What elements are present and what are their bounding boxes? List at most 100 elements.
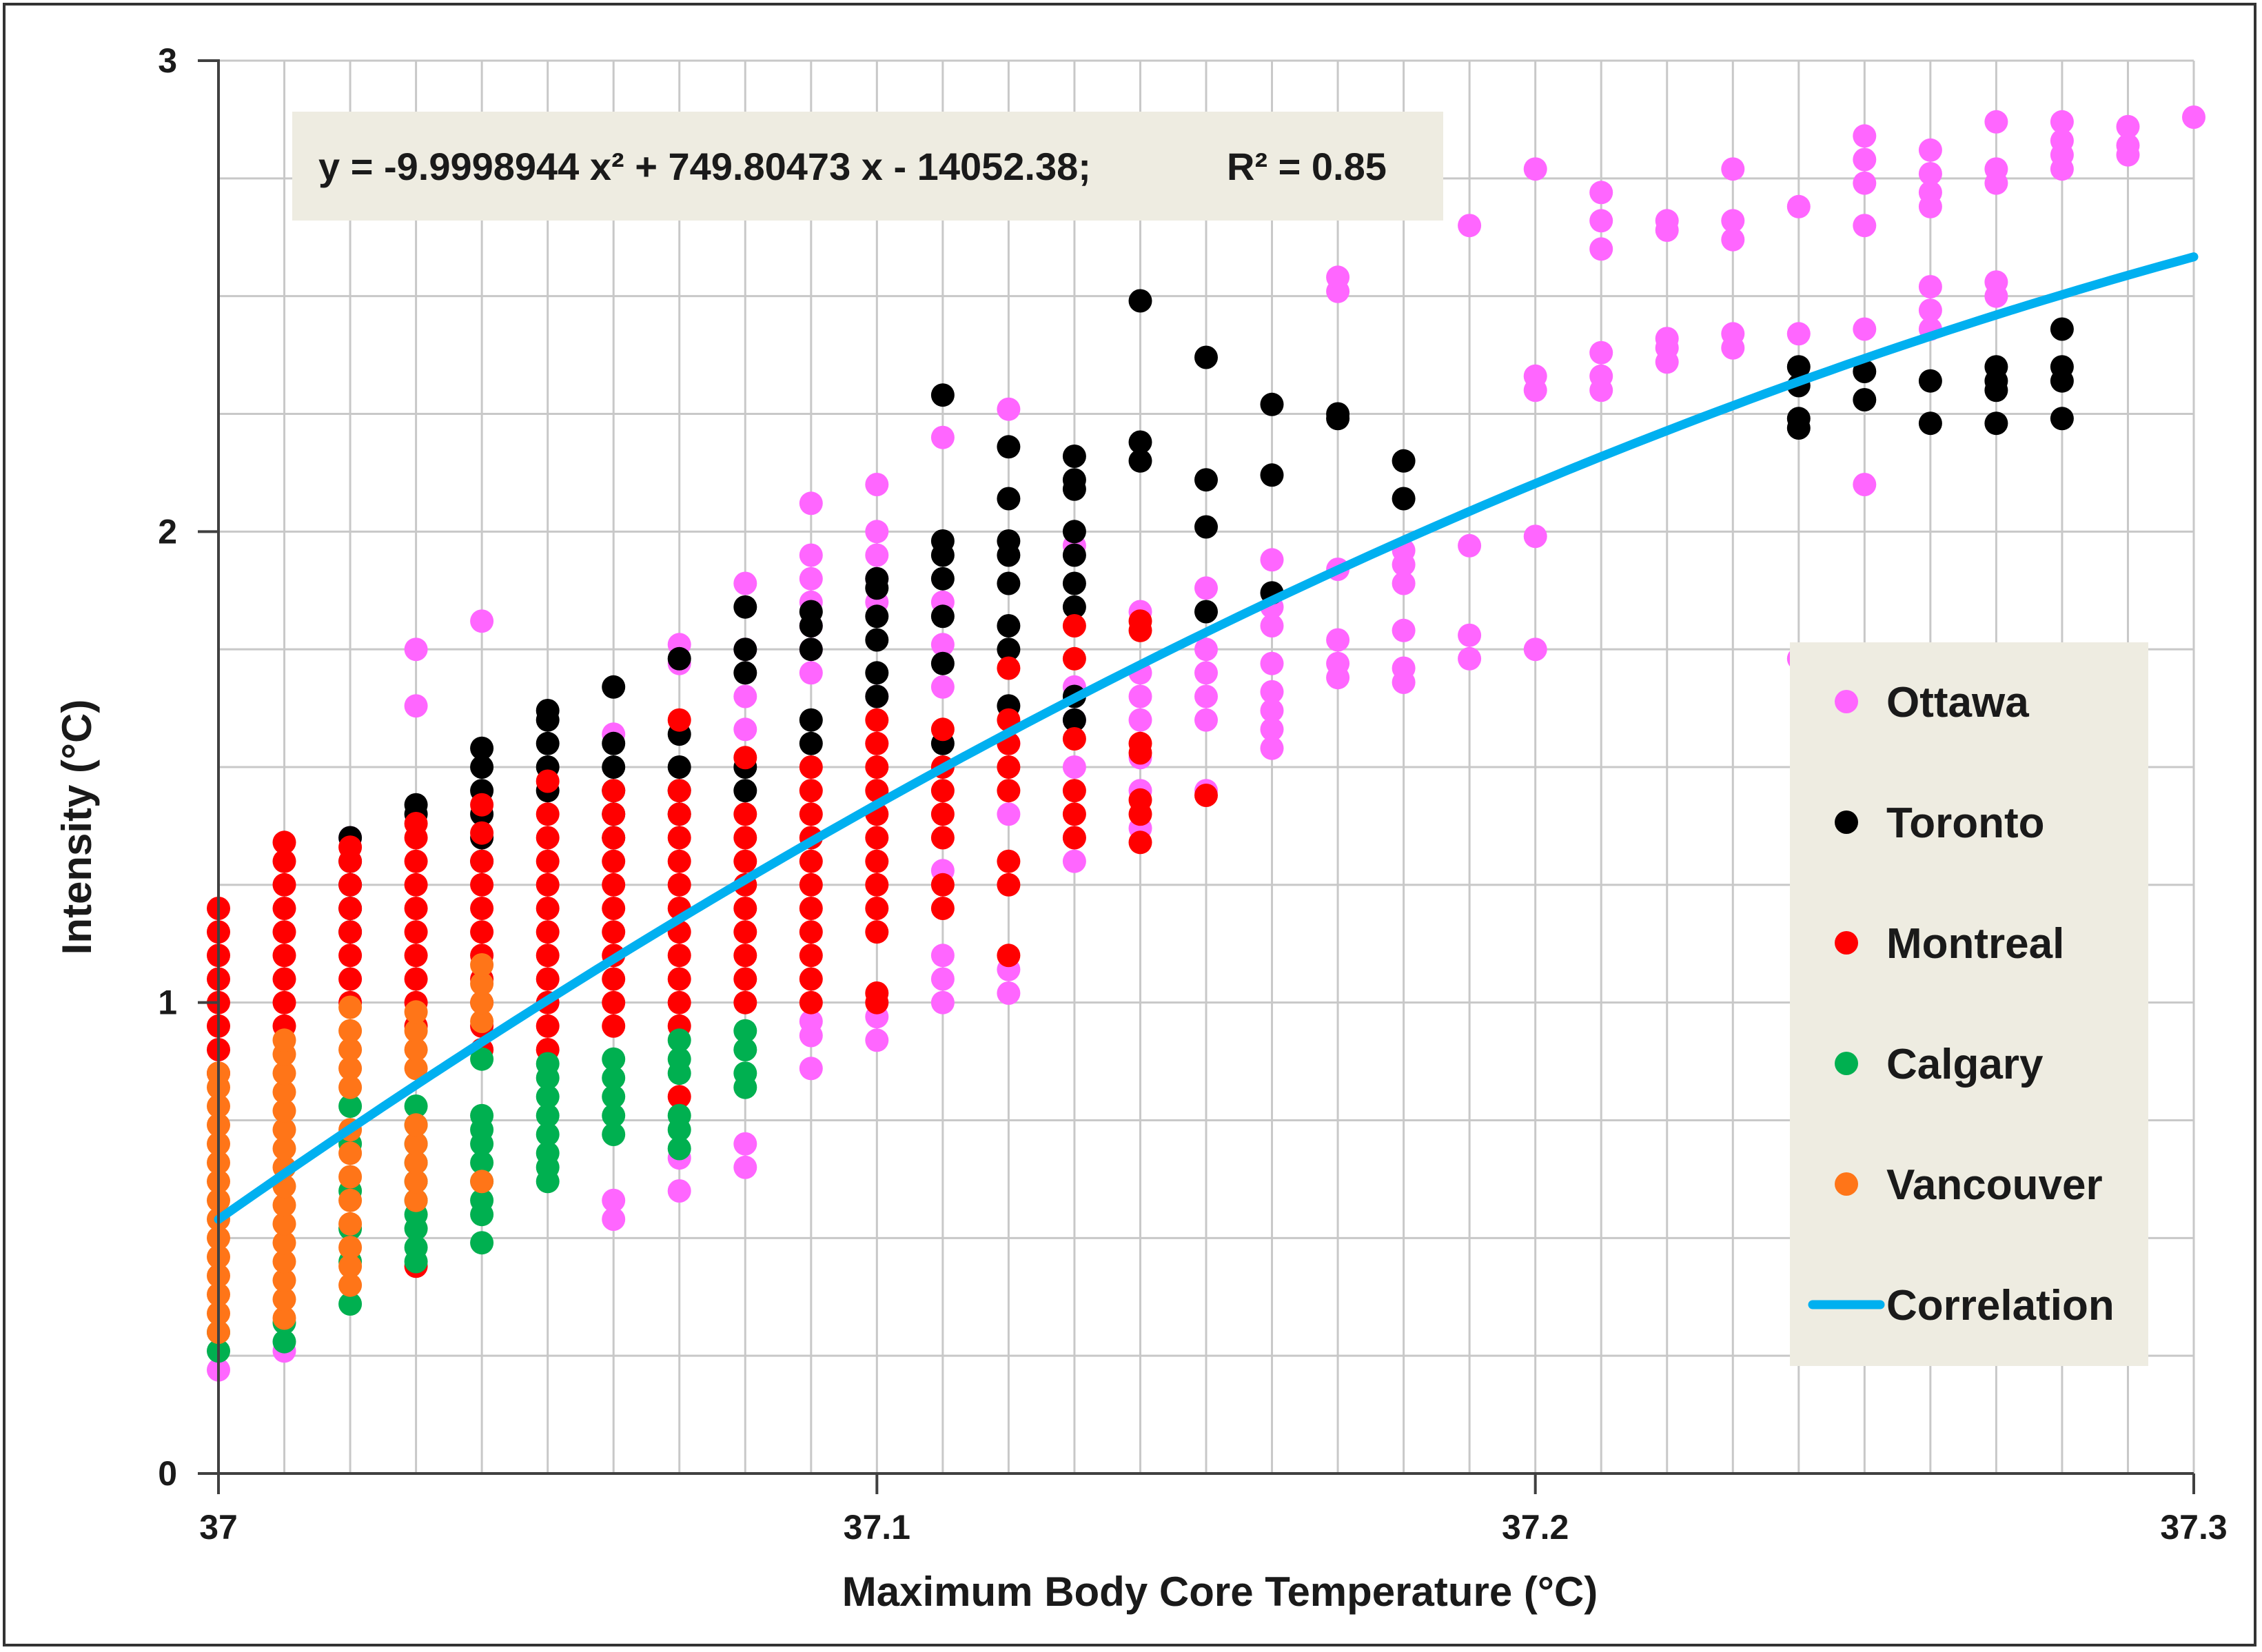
data-point-montreal: [470, 793, 494, 817]
tick-labels: 37 37.1 37.2 37.3 0 1 2 3: [158, 41, 2227, 1547]
data-point-vancouver: [272, 1099, 296, 1123]
data-point-ottawa: [2182, 105, 2205, 129]
legend-label-vancouver: Vancouver: [1886, 1161, 2103, 1209]
data-point-ottawa: [1194, 661, 1218, 685]
data-point-ottawa: [1260, 717, 1284, 742]
data-point-calgary: [536, 1141, 560, 1165]
data-point-montreal: [536, 849, 560, 873]
data-point-montreal: [536, 802, 560, 826]
data-point-montreal: [536, 769, 560, 793]
data-point-calgary: [470, 1047, 494, 1071]
data-point-montreal: [1128, 830, 1152, 855]
data-point-toronto: [930, 567, 955, 591]
data-point-toronto: [1984, 411, 2008, 436]
data-point-montreal: [536, 826, 560, 850]
data-point-montreal: [799, 967, 823, 991]
data-point-montreal: [338, 897, 363, 920]
data-point-vancouver: [470, 1010, 494, 1033]
data-point-montreal: [930, 802, 955, 826]
data-point-toronto: [865, 567, 889, 591]
data-point-vancouver: [470, 972, 494, 996]
data-point-montreal: [602, 826, 626, 850]
data-point-toronto: [930, 651, 955, 675]
data-point-ottawa: [1523, 638, 1547, 662]
data-point-vancouver: [272, 1193, 296, 1217]
data-point-montreal: [470, 920, 494, 944]
data-point-vancouver: [272, 1136, 296, 1161]
data-point-montreal: [733, 849, 757, 873]
data-point-toronto: [930, 383, 955, 407]
data-point-montreal: [536, 897, 560, 920]
data-point-montreal: [865, 897, 889, 920]
data-point-ottawa: [1984, 110, 2008, 134]
data-point-ottawa: [733, 571, 757, 595]
data-point-calgary: [536, 1123, 560, 1146]
equation-box: y = -9.9998944 x² + 749.80473 x - 14052.…: [292, 112, 1443, 221]
data-point-montreal: [404, 920, 428, 944]
data-point-toronto: [1128, 289, 1152, 313]
data-point-montreal: [733, 897, 757, 920]
data-point-toronto: [2050, 355, 2074, 379]
data-point-montreal: [338, 835, 363, 859]
data-point-ottawa: [1128, 684, 1152, 708]
data-point-montreal: [602, 990, 626, 1014]
data-point-ottawa: [1062, 755, 1086, 779]
data-point-montreal: [1128, 731, 1152, 755]
data-point-ottawa: [1326, 265, 1350, 289]
data-point-montreal: [404, 967, 428, 991]
data-point-toronto: [1260, 392, 1284, 416]
data-point-vancouver: [338, 1236, 363, 1259]
data-point-ottawa: [1128, 708, 1152, 732]
data-point-ottawa: [997, 802, 1021, 826]
data-point-vancouver: [272, 1268, 296, 1292]
series-toronto: [338, 289, 2074, 944]
data-point-toronto: [470, 736, 494, 760]
data-point-toronto: [470, 755, 494, 779]
data-point-ottawa: [1721, 209, 1745, 233]
data-point-calgary: [536, 1085, 560, 1109]
data-point-calgary: [470, 1103, 494, 1128]
data-point-montreal: [272, 967, 296, 991]
data-point-montreal: [667, 779, 691, 803]
data-point-toronto: [1786, 355, 1811, 379]
data-point-montreal: [1062, 614, 1086, 638]
data-point-calgary: [733, 1038, 757, 1061]
data-point-montreal: [470, 849, 494, 873]
data-point-toronto: [733, 638, 757, 662]
data-point-montreal: [602, 897, 626, 920]
data-point-ottawa: [1326, 651, 1350, 675]
data-point-toronto: [1918, 369, 1942, 393]
data-point-vancouver: [338, 1212, 363, 1236]
data-point-montreal: [997, 656, 1021, 680]
data-point-toronto: [1260, 463, 1284, 487]
data-point-montreal: [1194, 784, 1218, 807]
data-point-montreal: [1062, 779, 1086, 803]
data-point-montreal: [997, 755, 1021, 779]
data-point-montreal: [272, 873, 296, 897]
data-point-montreal: [733, 944, 757, 968]
data-point-ottawa: [404, 638, 428, 662]
data-point-toronto: [865, 604, 889, 629]
data-point-ottawa: [1721, 157, 1745, 181]
data-point-montreal: [536, 873, 560, 897]
data-point-ottawa: [1984, 157, 2008, 181]
data-point-calgary: [667, 1028, 691, 1052]
data-point-ottawa: [404, 694, 428, 718]
data-point-ottawa: [1786, 322, 1811, 346]
data-point-toronto: [1194, 515, 1218, 539]
data-point-ottawa: [930, 967, 955, 991]
data-point-montreal: [272, 944, 296, 968]
data-point-vancouver: [470, 953, 494, 977]
data-point-toronto: [733, 779, 757, 803]
data-point-toronto: [1786, 407, 1811, 431]
data-point-ottawa: [1194, 684, 1218, 708]
data-point-toronto: [997, 435, 1021, 459]
data-point-montreal: [1128, 788, 1152, 812]
data-point-ottawa: [1260, 651, 1284, 675]
data-point-vancouver: [338, 1038, 363, 1061]
data-point-montreal: [602, 849, 626, 873]
data-point-ottawa: [930, 944, 955, 968]
data-point-vancouver: [338, 1165, 363, 1189]
data-point-ottawa: [1853, 147, 1877, 172]
data-point-toronto: [997, 571, 1021, 595]
